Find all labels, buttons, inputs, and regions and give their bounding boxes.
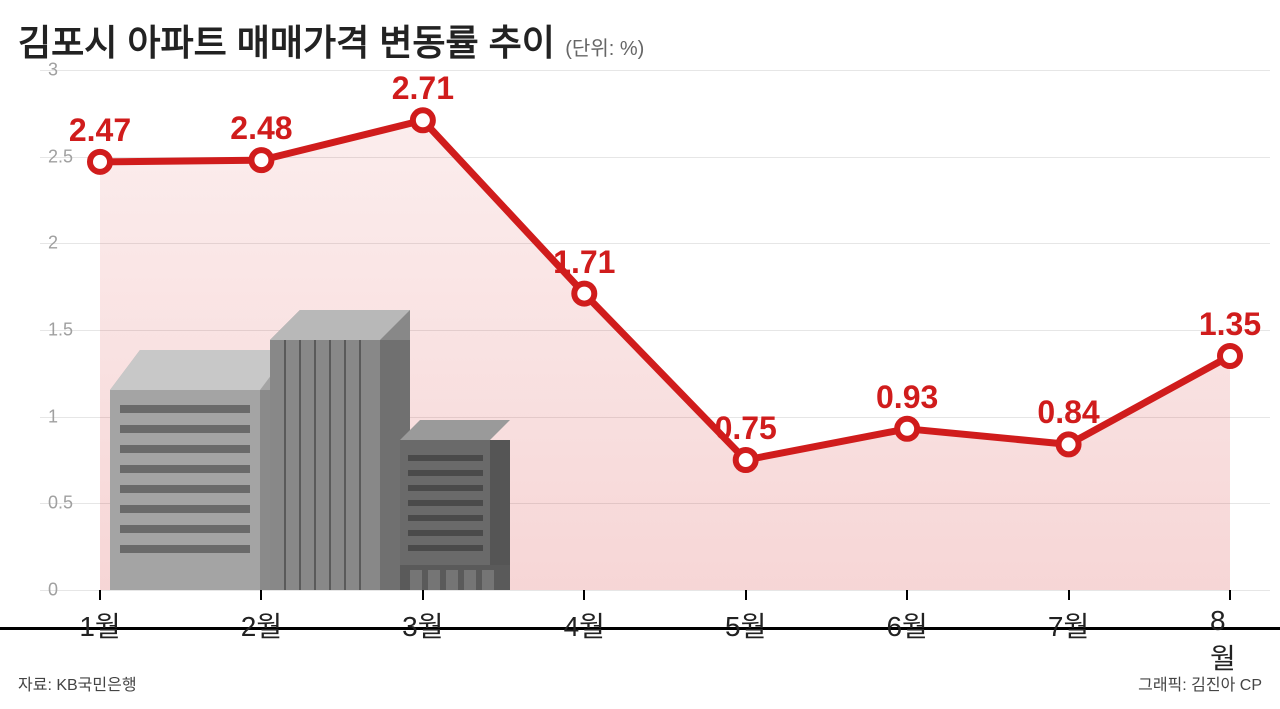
chart-unit: (단위: %) <box>565 38 644 60</box>
y-tick-label: 1 <box>48 406 58 427</box>
data-marker <box>90 152 110 172</box>
line-chart <box>40 70 1270 590</box>
data-value-label: 0.75 <box>715 410 777 447</box>
x-tick <box>1068 590 1070 600</box>
chart-area: 00.511.522.53 1월2월3월4월5월6월7월8월 2.472.482… <box>0 70 1280 630</box>
x-tick <box>99 590 101 600</box>
data-marker <box>1220 346 1240 366</box>
data-marker <box>413 110 433 130</box>
data-value-label: 1.35 <box>1199 306 1261 343</box>
x-tick <box>745 590 747 600</box>
x-tick <box>1229 590 1231 600</box>
x-axis-labels: 1월2월3월4월5월6월7월8월 <box>40 605 1270 645</box>
data-value-label: 2.48 <box>230 110 292 147</box>
y-tick-label: 2 <box>48 233 58 254</box>
plot-region: 00.511.522.53 <box>40 70 1270 590</box>
data-value-label: 1.71 <box>553 244 615 281</box>
x-tick-label: 4월 <box>564 605 605 645</box>
title-area: 김포시 아파트 매매가격 변동률 추이 (단위: %) <box>0 0 1280 66</box>
data-value-label: 2.47 <box>69 112 131 149</box>
credit-text: 그래픽: 김진아 CP <box>1138 671 1262 695</box>
x-tick-label: 8월 <box>1210 605 1250 677</box>
data-value-label: 0.84 <box>1037 394 1099 431</box>
y-tick-label: 0 <box>48 580 58 601</box>
data-marker <box>736 450 756 470</box>
x-tick <box>906 590 908 600</box>
x-tick-label: 2월 <box>241 605 282 645</box>
data-value-label: 2.71 <box>392 70 454 107</box>
data-marker <box>897 419 917 439</box>
source-text: 자료: KB국민은행 <box>18 671 137 695</box>
y-tick-label: 3 <box>48 60 58 81</box>
y-tick-label: 2.5 <box>48 146 73 167</box>
data-marker <box>1059 434 1079 454</box>
x-tick-label: 3월 <box>402 605 443 645</box>
x-tick <box>422 590 424 600</box>
data-value-label: 0.93 <box>876 379 938 416</box>
data-marker <box>251 150 271 170</box>
data-marker <box>574 284 594 304</box>
y-tick-label: 0.5 <box>48 493 73 514</box>
x-tick-label: 7월 <box>1048 605 1089 645</box>
x-tick-label: 1월 <box>79 605 120 645</box>
grid-line <box>40 590 1270 591</box>
y-tick-label: 1.5 <box>48 320 73 341</box>
x-tick <box>583 590 585 600</box>
x-tick-label: 6월 <box>886 605 927 645</box>
chart-title: 김포시 아파트 매매가격 변동률 추이 <box>18 22 555 63</box>
x-tick <box>260 590 262 600</box>
x-tick-label: 5월 <box>725 605 766 645</box>
